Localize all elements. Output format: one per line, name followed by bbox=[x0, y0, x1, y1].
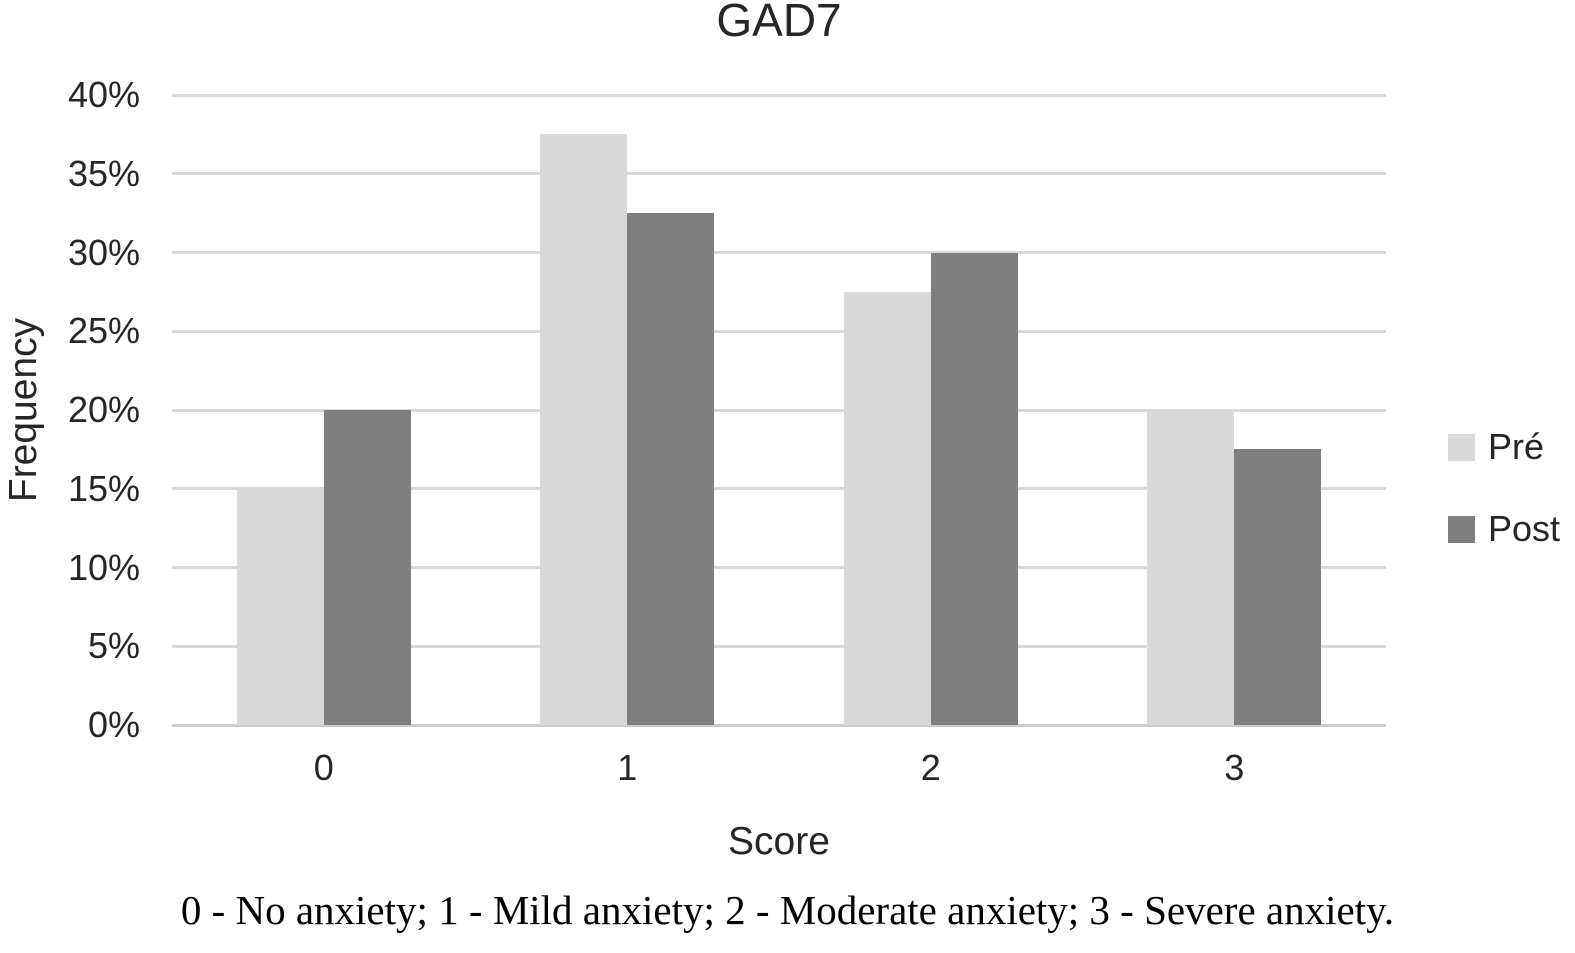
x-tick-label-3: 3 bbox=[1224, 747, 1245, 788]
y-tick-label-20%: 20% bbox=[67, 389, 140, 430]
bar-pre-score-2 bbox=[843, 291, 931, 725]
legend-item-post: Post bbox=[1448, 510, 1560, 548]
x-tick-label-0: 0 bbox=[313, 747, 334, 788]
bar-post-score-2 bbox=[930, 252, 1018, 725]
plot-area bbox=[172, 93, 1387, 727]
bar-pre-score-3 bbox=[1147, 410, 1235, 725]
x-axis-tick-labels: 0 1 2 3 bbox=[172, 748, 1386, 788]
x-axis-line bbox=[172, 723, 1386, 727]
legend-label-post: Post bbox=[1488, 508, 1561, 549]
bar-pre-score-0 bbox=[236, 488, 324, 725]
gridline bbox=[172, 329, 1386, 333]
y-tick-label-35%: 35% bbox=[67, 152, 140, 194]
y-axis-tick-labels: 0% 5% 10% 15% 20% 25% 30% 35% 40% bbox=[0, 75, 140, 745]
chart-legend: Pré Post bbox=[1448, 428, 1560, 548]
bar-pre-score-1 bbox=[540, 134, 628, 725]
legend-label-pre: Pré bbox=[1488, 426, 1545, 467]
chart-title: GAD7 bbox=[716, 0, 842, 46]
bar-group-score-3 bbox=[1083, 95, 1387, 725]
x-tick-label-1: 1 bbox=[617, 747, 638, 788]
gridline bbox=[172, 644, 1386, 648]
legend-item-pre: Pré bbox=[1448, 428, 1560, 466]
y-tick-label-10%: 10% bbox=[67, 546, 140, 588]
bar-post-score-1 bbox=[627, 213, 715, 725]
gridline bbox=[172, 172, 1386, 176]
y-tick-label-0%: 0% bbox=[87, 704, 140, 745]
bar-post-score-3 bbox=[1234, 449, 1322, 725]
y-tick-label-15%: 15% bbox=[67, 467, 140, 509]
y-tick-label-5%: 5% bbox=[87, 625, 140, 667]
bar-group-score-2 bbox=[779, 95, 1083, 725]
x-axis-title: Score bbox=[728, 820, 830, 863]
legend-swatch-post bbox=[1448, 515, 1475, 543]
footnote: 0 - No anxiety; 1 - Mild anxiety; 2 - Mo… bbox=[180, 887, 1395, 933]
gridline bbox=[172, 566, 1386, 569]
gridline bbox=[172, 251, 1386, 254]
bar-group-score-0 bbox=[172, 95, 476, 725]
y-tick-label-25%: 25% bbox=[67, 310, 140, 352]
bar-group-score-1 bbox=[476, 95, 780, 725]
gridline bbox=[172, 93, 1386, 97]
gridline bbox=[172, 408, 1386, 412]
legend-swatch-pre bbox=[1448, 433, 1475, 461]
gridline bbox=[172, 487, 1386, 491]
bar-post-score-0 bbox=[323, 410, 411, 725]
x-tick-label-2: 2 bbox=[920, 747, 941, 788]
y-tick-label-30%: 30% bbox=[67, 231, 140, 273]
y-tick-label-40%: 40% bbox=[67, 74, 140, 115]
